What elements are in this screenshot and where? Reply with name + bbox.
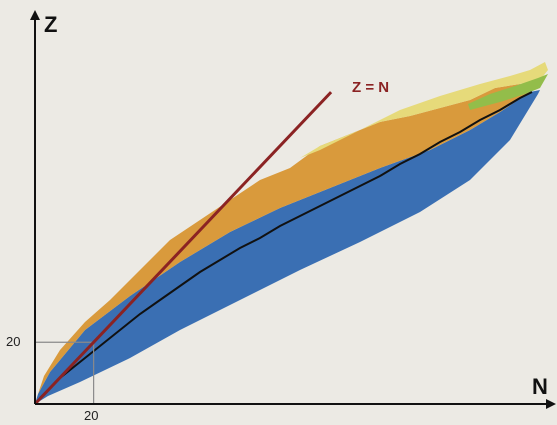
y-axis-arrowhead (30, 10, 40, 20)
stability-valley-line (39, 91, 533, 399)
x-axis-title: N (532, 374, 548, 399)
nuclide-band (35, 62, 548, 404)
z-equals-n-label: Z = N (352, 79, 389, 96)
band-fission-region (468, 74, 548, 110)
band-beta-plus-region (38, 84, 530, 394)
y-axis-title: Z (44, 12, 57, 37)
x-axis-arrowhead (546, 399, 556, 409)
x-tick-label-20: 20 (84, 408, 98, 423)
z-equals-n-line (33, 91, 333, 406)
band-alpha-region (300, 62, 548, 158)
y-tick-label-20: 20 (6, 334, 20, 349)
band-beta-minus-region (35, 90, 540, 404)
